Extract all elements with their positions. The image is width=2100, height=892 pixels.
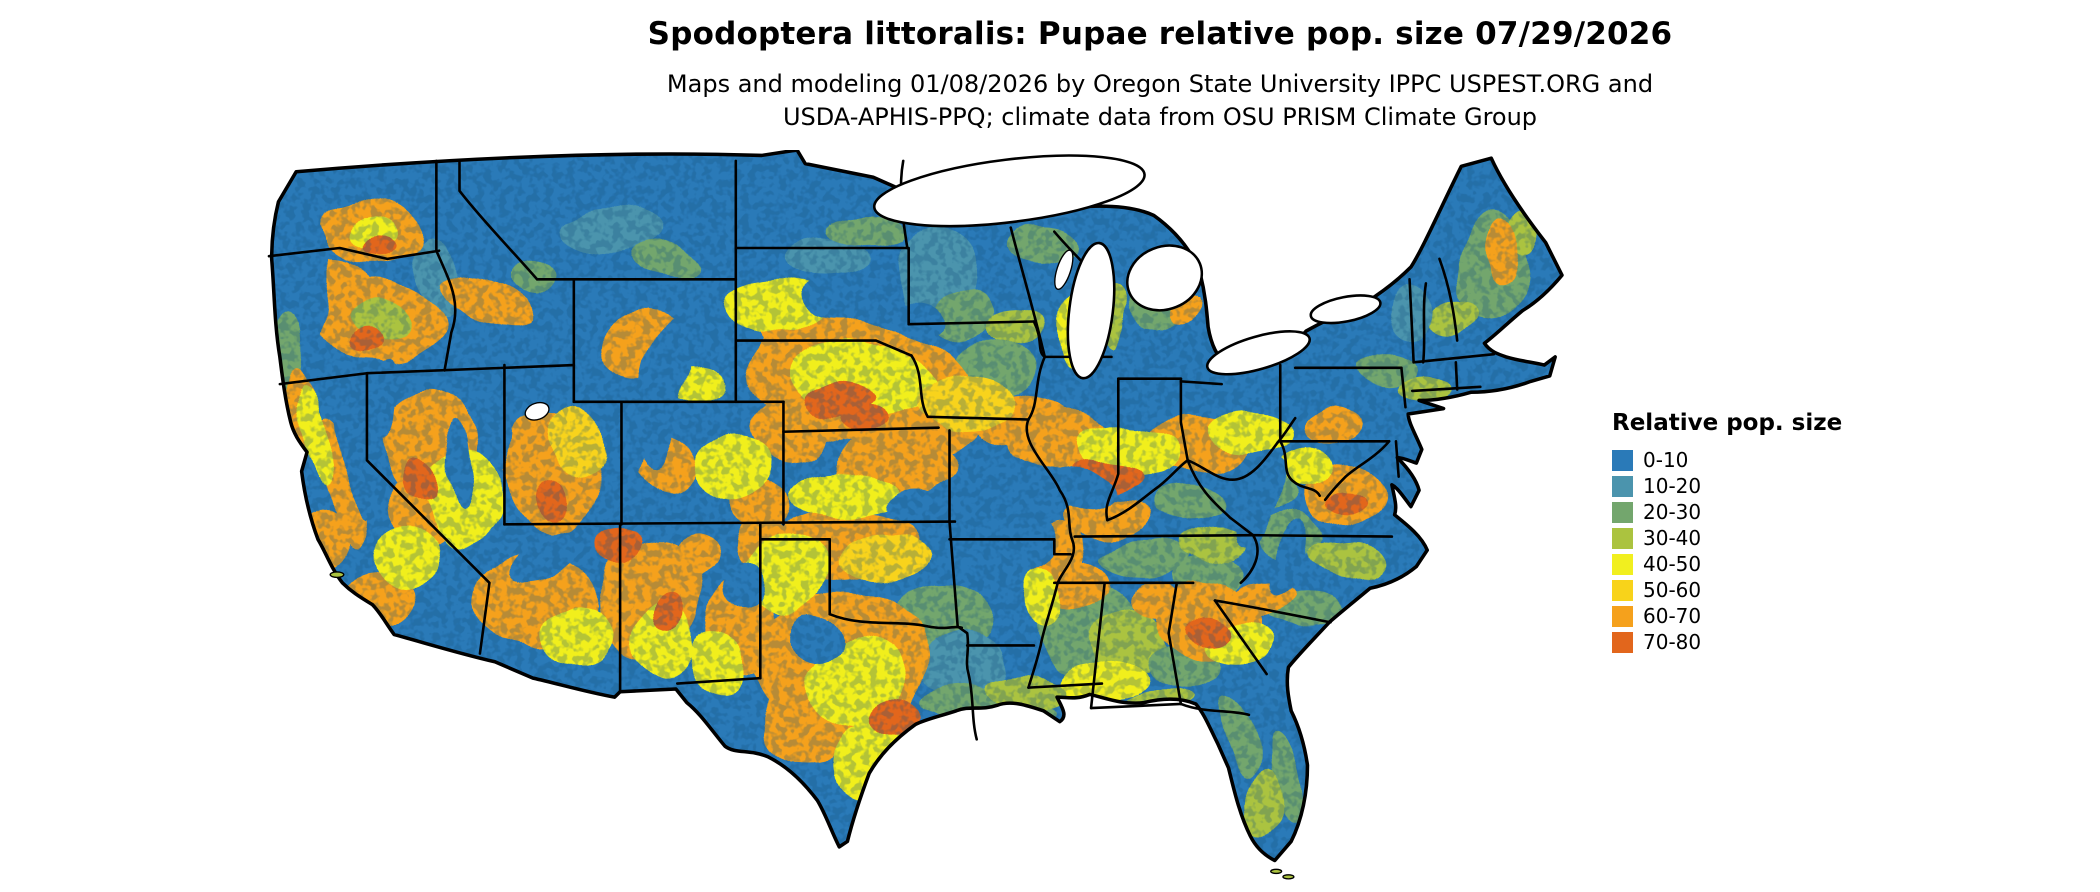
legend-swatch	[1612, 605, 1633, 627]
state-border-line	[1089, 581, 1106, 710]
legend-items: 0-10 10-20 20-30 30-40 40-50 50-60 60-70 70-80	[1612, 449, 1842, 653]
raster-layer	[271, 150, 1562, 861]
legend: Relative pop. size 0-10 10-20 20-30 30-40 40…	[1612, 410, 1842, 657]
state-border-line	[948, 429, 959, 628]
great-lakes	[524, 154, 1382, 421]
state-border-line	[1251, 533, 1394, 538]
legend-swatch	[1612, 553, 1633, 575]
state-border-line	[1089, 702, 1183, 710]
state-border-line	[267, 246, 441, 261]
state-border-line	[1186, 416, 1297, 481]
state-border-line	[1412, 352, 1496, 364]
legend-label: 40-50	[1643, 552, 1702, 576]
state-border-line	[1278, 439, 1322, 498]
state-border-line	[926, 415, 1030, 421]
florida-keys	[1270, 868, 1283, 875]
state-border-line	[1009, 226, 1047, 359]
state-border-line	[458, 159, 539, 281]
state-border-line	[1025, 355, 1076, 689]
legend-label: 70-80	[1643, 630, 1702, 654]
state-border-line	[1408, 278, 1415, 364]
state-border-line	[1323, 439, 1391, 502]
state-border-line	[1239, 533, 1259, 585]
legend-title: Relative pop. size	[1612, 410, 1843, 436]
small-islands	[329, 571, 1295, 880]
legend-label: 0-10	[1643, 448, 1689, 472]
state-border-line	[782, 426, 940, 434]
state-border-line	[1454, 361, 1459, 391]
state-border-line	[1179, 377, 1189, 462]
channel-islands	[329, 571, 345, 579]
state-border-line	[365, 371, 491, 655]
legend-item: 70-80	[1612, 631, 1842, 653]
legend-swatch	[1612, 501, 1633, 523]
florida-keys	[1282, 874, 1295, 880]
legend-item: 20-30	[1612, 501, 1842, 523]
legend-label: 30-40	[1643, 526, 1702, 550]
lake-superior	[872, 154, 1146, 228]
state-border-line	[1421, 282, 1428, 364]
state-border-line	[1213, 599, 1332, 624]
state-border-line	[956, 625, 979, 741]
state-border-line	[910, 354, 930, 419]
great-salt-lake	[524, 401, 550, 421]
legend-item: 40-50	[1612, 553, 1842, 575]
lake-erie	[1205, 330, 1311, 376]
us-population-map	[258, 150, 1592, 885]
subtitle-line-1: Maps and modeling 01/08/2026 by Oregon S…	[666, 70, 1654, 98]
legend-label: 50-60	[1643, 578, 1702, 602]
state-borders	[267, 159, 1496, 741]
legend-swatch	[1612, 631, 1633, 653]
state-border-line	[675, 676, 762, 685]
legend-item: 60-70	[1612, 605, 1842, 627]
state-border-line	[1179, 702, 1251, 717]
state-border-line	[1213, 599, 1268, 676]
lake-michigan	[1066, 241, 1116, 380]
legend-item: 30-40	[1612, 527, 1842, 549]
state-border-line	[1105, 377, 1120, 522]
legend-item: 50-60	[1612, 579, 1842, 601]
legend-swatch	[1612, 475, 1633, 497]
legend-swatch	[1612, 527, 1633, 549]
state-border-line	[1179, 380, 1224, 386]
state-border-line	[1027, 682, 1104, 689]
state-border-line	[1410, 385, 1482, 393]
state-border-line	[1438, 257, 1459, 342]
legend-label: 20-30	[1643, 500, 1702, 524]
state-border-line	[1400, 366, 1407, 409]
state-border-line	[435, 249, 457, 372]
legend-label: 10-20	[1643, 474, 1702, 498]
state-border-line	[828, 612, 964, 630]
page-subtitle: Maps and modeling 01/08/2026 by Oregon S…	[220, 68, 2100, 134]
state-border-line	[1073, 533, 1255, 538]
legend-swatch	[1612, 579, 1633, 601]
header: Spodoptera littoralis: Pupae relative po…	[220, 16, 2100, 134]
subtitle-line-2: USDA-APHIS-PPQ; climate data from OSU PR…	[782, 103, 1538, 131]
state-border-line	[503, 520, 957, 526]
state-border-line	[948, 537, 1072, 556]
legend-label: 60-70	[1643, 604, 1702, 628]
legend-item: 0-10	[1612, 449, 1842, 471]
page-title: Spodoptera littoralis: Pupae relative po…	[647, 16, 1673, 52]
us-map-svg	[267, 150, 1564, 880]
lake-huron	[1126, 244, 1204, 312]
legend-item: 10-20	[1612, 475, 1842, 497]
legend-swatch	[1612, 449, 1633, 471]
state-border-line	[734, 339, 913, 357]
canada-gap	[1213, 304, 1310, 342]
green-bay	[1054, 249, 1074, 290]
lake-ontario	[1309, 294, 1382, 325]
state-border-line	[1186, 459, 1255, 537]
state-border-line	[1167, 581, 1183, 706]
state-border-line	[907, 246, 1036, 326]
state-border-line	[1106, 459, 1189, 522]
